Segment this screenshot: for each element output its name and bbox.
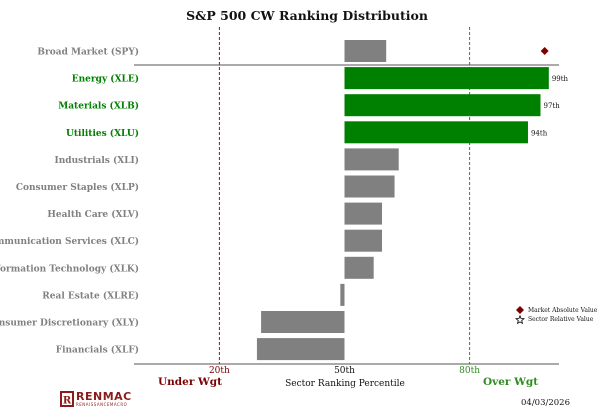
- report-date: 04/03/2026: [521, 398, 570, 408]
- legend-diamond-icon: [516, 306, 524, 314]
- bar-5: [344, 148, 399, 171]
- bar-9: [344, 256, 374, 279]
- value-label-2: 99th: [552, 75, 569, 83]
- legend-star-icon: [514, 314, 526, 325]
- category-label-7: Health Care (XLV): [47, 209, 139, 220]
- category-label-4: Utilities (XLU): [66, 128, 139, 139]
- bar-1: [344, 40, 387, 62]
- under-weight-label: Under Wgt: [158, 376, 222, 388]
- category-label-6: Consumer Staples (XLP): [16, 182, 139, 193]
- bar-11: [261, 311, 345, 333]
- bar-3: [344, 94, 541, 117]
- category-label-10: Real Estate (XLRE): [42, 290, 139, 301]
- bar-10: [340, 283, 345, 306]
- x-axis-title: Sector Ranking Percentile: [285, 379, 405, 389]
- category-label-5: Industrials (XLI): [55, 155, 139, 166]
- value-label-3: 97th: [543, 102, 560, 110]
- bar-8: [344, 229, 383, 252]
- bar-12: [256, 338, 345, 361]
- value-label-4: 94th: [531, 129, 548, 137]
- brand-tagline: RENAISSANCEMACRO: [76, 402, 128, 407]
- category-label-11: Consumer Discretionary (XLY): [0, 318, 139, 329]
- category-label-2: Energy (XLE): [72, 74, 139, 85]
- tick-label-50th: 50th: [334, 366, 355, 376]
- renmac-logo-icon: R: [60, 391, 74, 407]
- bar-6: [344, 175, 395, 198]
- bar-4: [344, 121, 528, 144]
- category-label-12: Financials (XLF): [56, 345, 139, 356]
- legend-sector-relative: Sector Relative Value: [528, 316, 594, 323]
- legend-market-absolute: Market Absolute Value: [528, 307, 598, 314]
- tick-label-80th: 80th: [459, 366, 481, 376]
- brand-name: RENMAC: [76, 390, 132, 403]
- category-label-1: Broad Market (SPY): [37, 47, 139, 58]
- bar-7: [344, 202, 383, 225]
- category-label-9: Information Technology (XLK): [0, 263, 139, 274]
- tick-label-20th: 20th: [208, 366, 230, 376]
- category-label-3: Materials (XLB): [58, 101, 139, 112]
- bar-2: [344, 67, 549, 90]
- over-weight-label: Over Wgt: [483, 376, 539, 388]
- chart-title: S&P 500 CW Ranking Distribution: [186, 8, 428, 23]
- logo-mark: R: [63, 396, 72, 407]
- category-label-8: Communication Services (XLC): [0, 236, 139, 247]
- market-absolute-marker: [540, 47, 549, 55]
